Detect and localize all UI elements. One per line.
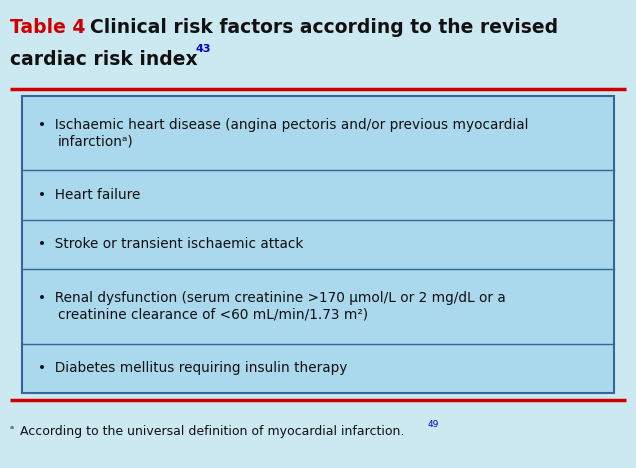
Text: •  Stroke or transient ischaemic attack: • Stroke or transient ischaemic attack [38,237,303,251]
Text: •  Renal dysfunction (serum creatinine >170 μmol/L or 2 mg/dL or a: • Renal dysfunction (serum creatinine >1… [38,291,506,305]
Text: •  Ischaemic heart disease (angina pectoris and/or previous myocardial: • Ischaemic heart disease (angina pector… [38,117,529,132]
Text: 43: 43 [196,44,212,54]
Text: Clinical risk factors according to the revised: Clinical risk factors according to the r… [90,18,558,37]
Text: •  Heart failure: • Heart failure [38,188,141,202]
Text: creatinine clearance of <60 mL/min/1.73 m²): creatinine clearance of <60 mL/min/1.73 … [58,308,368,322]
Text: •  Diabetes mellitus requiring insulin therapy: • Diabetes mellitus requiring insulin th… [38,361,347,375]
Text: infarctionᵃ): infarctionᵃ) [58,135,134,149]
FancyBboxPatch shape [22,96,614,393]
Text: 49: 49 [428,420,439,429]
Text: Table 4: Table 4 [10,18,85,37]
Text: ᵃ: ᵃ [10,425,14,435]
Text: cardiac risk index: cardiac risk index [10,50,198,69]
Text: According to the universal definition of myocardial infarction.: According to the universal definition of… [20,425,404,438]
